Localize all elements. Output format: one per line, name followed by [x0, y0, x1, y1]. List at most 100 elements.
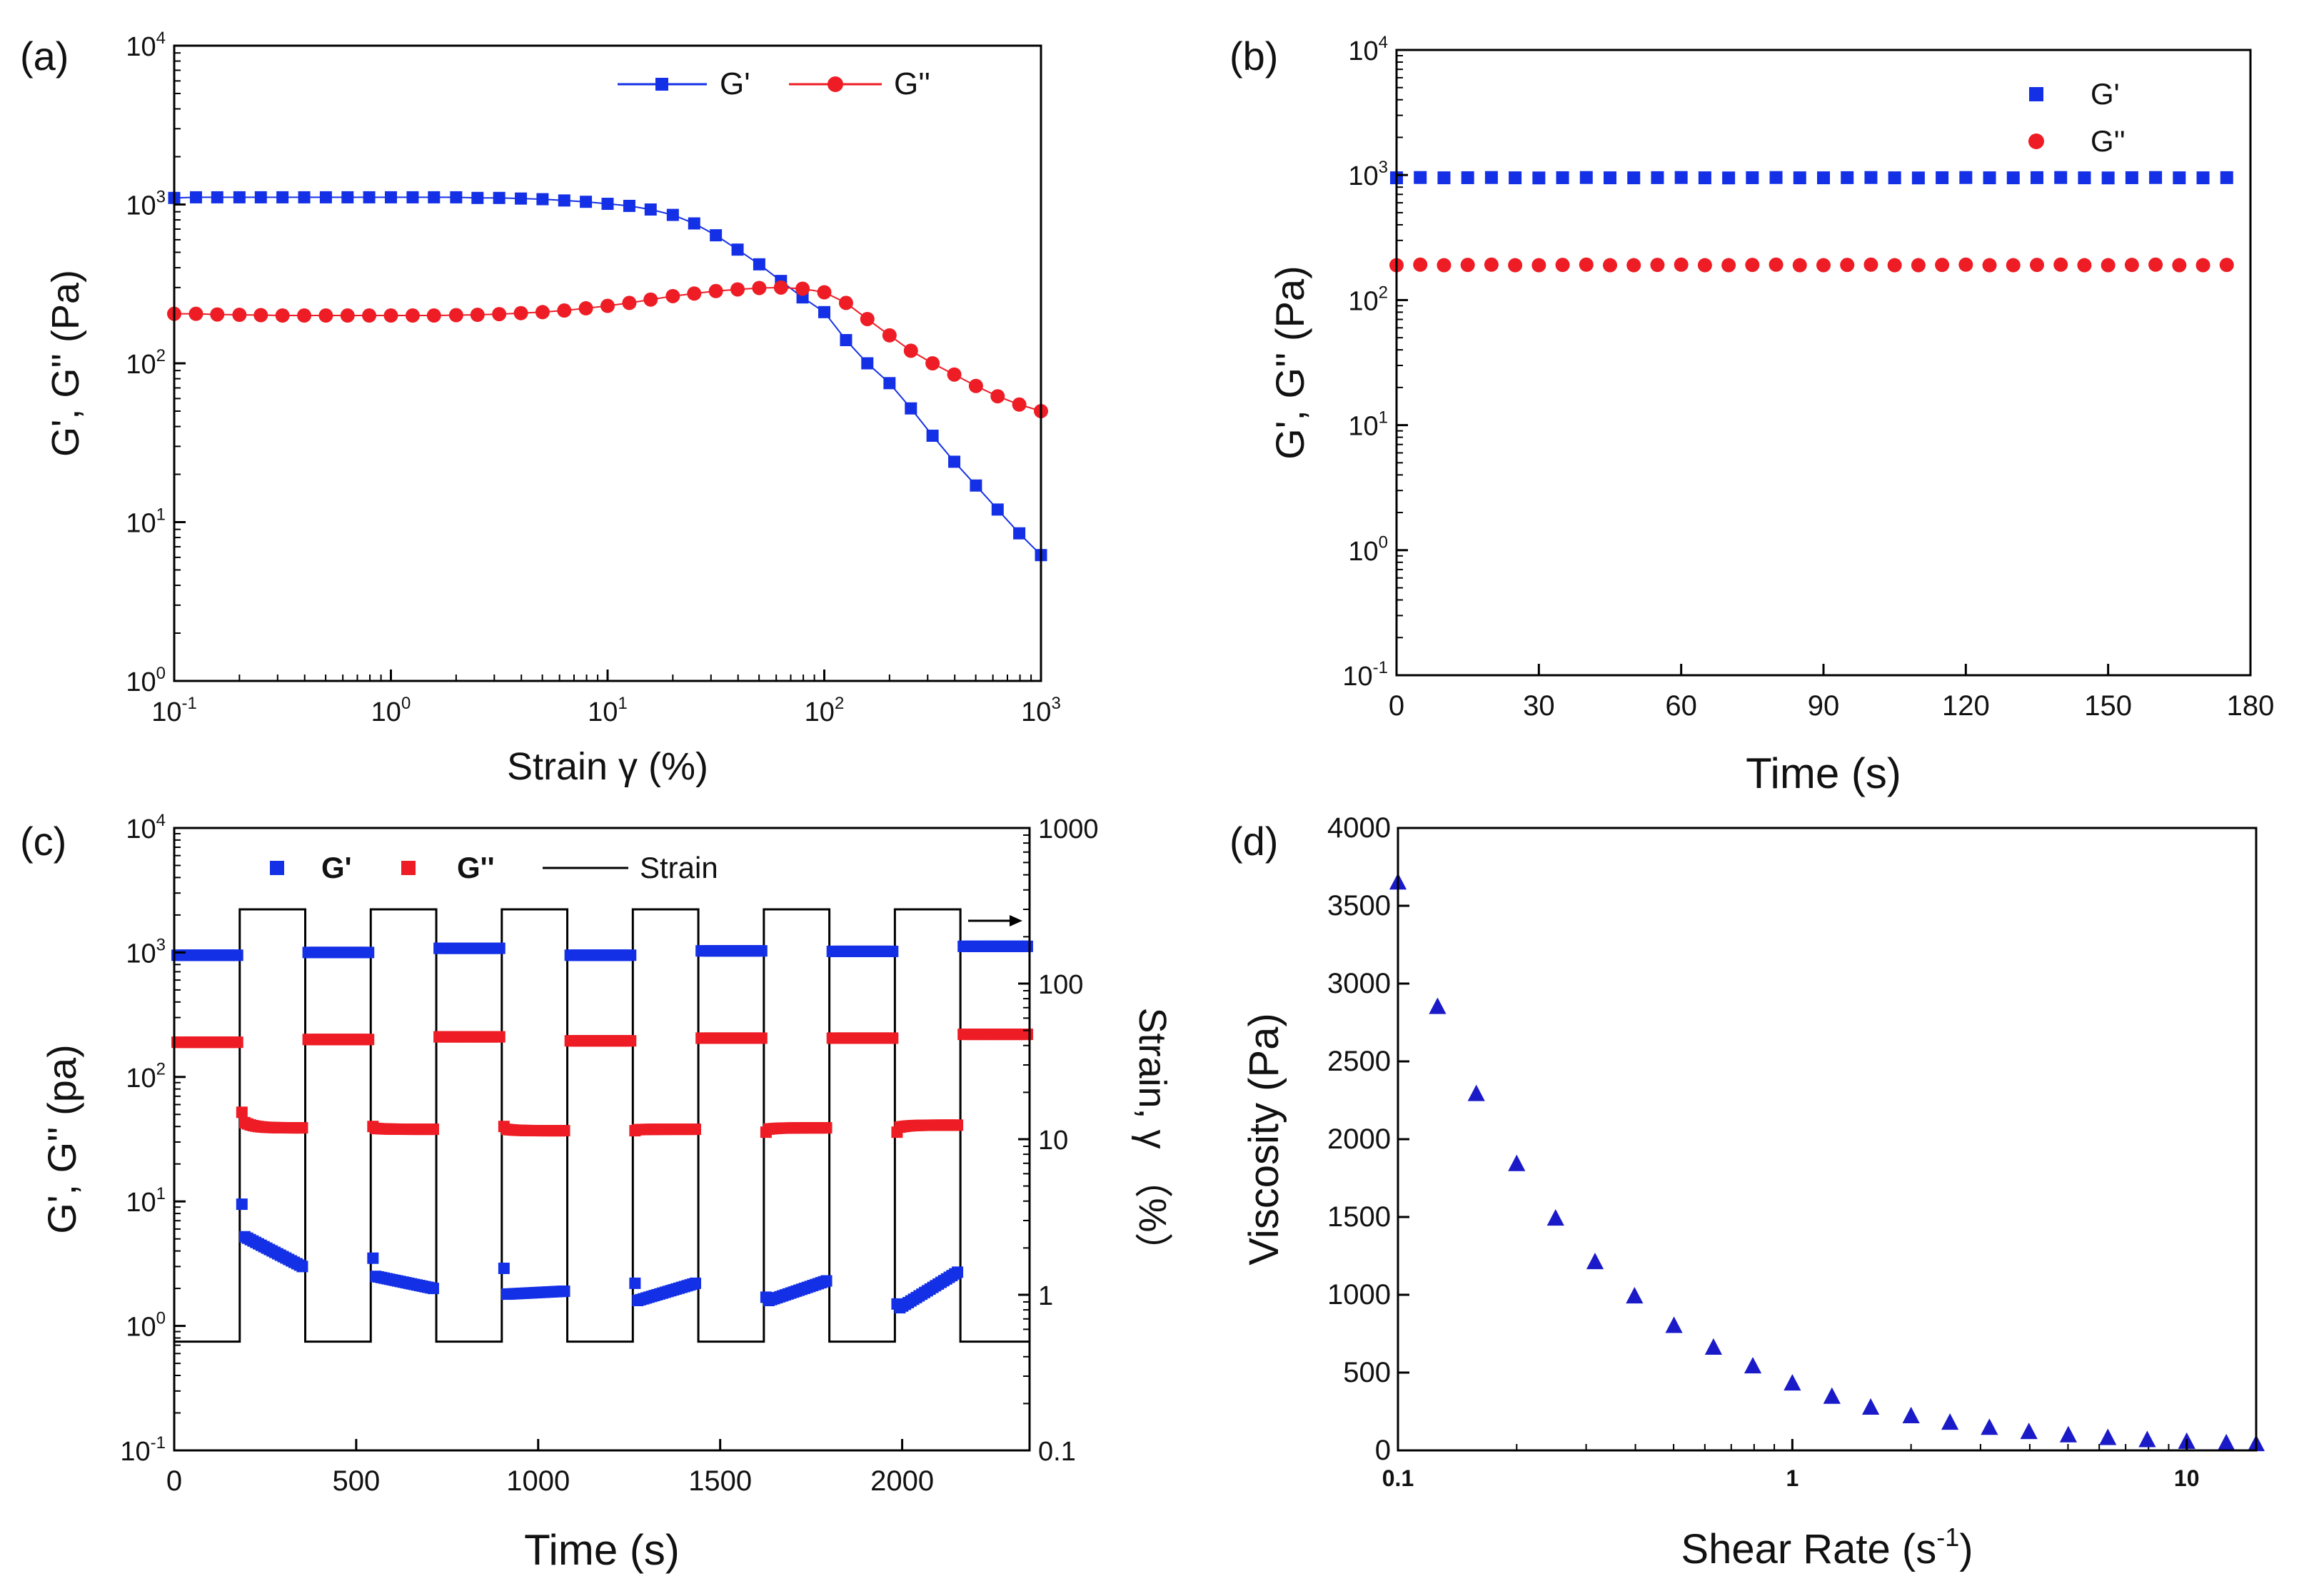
data-point	[755, 1032, 768, 1044]
x-tick-label: 150	[2084, 690, 2132, 722]
data-point	[1555, 258, 1570, 273]
y-tick-label: 3000	[1327, 968, 1391, 999]
data-point	[820, 1275, 832, 1287]
y-tick-label: 102	[126, 346, 166, 380]
data-point	[1982, 258, 1997, 273]
series-g-prime	[171, 940, 1033, 1314]
legend-label-g-double-prime: G''	[457, 851, 495, 884]
data-point	[535, 305, 550, 320]
y-tick-label: 100	[1348, 533, 1388, 567]
y-tick-label: 10-1	[120, 1433, 166, 1467]
data-point	[340, 308, 355, 323]
y-tick-label: 104	[1348, 33, 1388, 66]
data-point	[887, 1032, 899, 1044]
data-point	[1674, 257, 1689, 272]
legend-label-g-double-prime: G''	[894, 66, 930, 101]
data-point	[753, 258, 765, 271]
series-g-double-prime	[1389, 257, 2234, 273]
series-g-double-prime	[167, 280, 1048, 418]
data-point	[1460, 258, 1475, 273]
legend: G' G''	[2028, 77, 2126, 158]
y-tick-label: 104	[126, 811, 166, 844]
x-tick-label: 101	[588, 694, 628, 727]
data-point	[558, 1285, 570, 1297]
legend: G' G'' Strain	[270, 851, 718, 884]
y-tick-label: 102	[1348, 283, 1388, 316]
data-point	[926, 429, 939, 442]
data-point	[236, 1106, 248, 1118]
data-point	[2219, 258, 2234, 273]
data-point	[731, 243, 744, 256]
data-point	[1665, 1316, 1683, 1333]
data-point	[2101, 171, 2115, 185]
data-point	[580, 196, 593, 208]
data-point	[254, 191, 267, 203]
data-point	[1911, 258, 1926, 273]
data-point	[1531, 258, 1546, 273]
y-tick-label: 104	[126, 29, 166, 62]
data-point	[708, 283, 723, 298]
data-point	[1888, 171, 1901, 185]
data-point	[363, 1034, 375, 1046]
data-point	[991, 503, 1004, 516]
x-tick-label: 2000	[870, 1465, 934, 1497]
data-point	[773, 280, 788, 295]
legend-marker-g-prime	[2029, 87, 2043, 101]
data-point	[1887, 258, 1902, 273]
data-point	[1461, 171, 1474, 184]
data-point	[601, 198, 614, 211]
data-point	[558, 194, 570, 207]
data-point	[2077, 258, 2092, 273]
legend-marker-g-double-prime	[401, 861, 416, 875]
data-point	[905, 402, 917, 415]
data-point	[1532, 171, 1546, 185]
data-point	[578, 300, 593, 315]
data-point	[318, 308, 333, 323]
y-tick-label: 103	[126, 935, 166, 969]
data-point	[1413, 257, 1428, 272]
data-point	[427, 1283, 439, 1295]
legend: G' G''	[618, 66, 930, 101]
data-point	[2020, 1423, 2038, 1440]
data-point	[231, 1036, 243, 1049]
data-point	[513, 305, 528, 320]
y-tick-label: 1500	[1327, 1201, 1391, 1233]
data-point	[1698, 171, 1711, 185]
data-point	[1941, 1413, 1959, 1430]
data-point	[253, 308, 268, 323]
y-tick-label: 101	[126, 1184, 166, 1218]
y-axis-label: G', G'' (pa)	[39, 1044, 84, 1233]
data-point	[1651, 171, 1664, 184]
data-point	[903, 343, 918, 358]
data-point	[2059, 1425, 2078, 1443]
data-point	[1864, 171, 1878, 184]
data-point	[1769, 257, 1784, 272]
data-point	[625, 949, 637, 961]
data-point	[1744, 1357, 1762, 1374]
legend-label-g-prime: G'	[720, 66, 750, 101]
x-tick-label: 100	[371, 694, 411, 727]
data-point	[952, 1119, 964, 1131]
data-point	[236, 1198, 248, 1211]
data-point	[665, 288, 680, 303]
panel-d: 0.1 1 10 0 500 1000 1500 2000 2500 3000 3500 4000 Sh…	[1229, 812, 2265, 1572]
data-point	[1650, 258, 1665, 273]
panel-label: (a)	[20, 34, 69, 79]
data-point	[882, 328, 897, 343]
data-point	[600, 298, 615, 313]
y-tick-label: 103	[1348, 158, 1388, 191]
data-point	[557, 303, 572, 318]
y2-tick-label: 1	[1038, 1281, 1053, 1311]
data-point	[450, 191, 463, 203]
data-point	[493, 942, 505, 954]
y2-tick-label: 1000	[1038, 814, 1099, 844]
data-point	[1823, 1387, 1841, 1404]
data-point	[428, 191, 441, 203]
data-point	[536, 193, 549, 206]
x-tick-label: 0	[166, 1465, 182, 1497]
data-point	[2031, 171, 2043, 184]
data-point	[1508, 258, 1523, 273]
data-point	[840, 333, 852, 346]
data-point	[385, 191, 397, 203]
x-tick-label: 1	[1786, 1465, 1799, 1491]
